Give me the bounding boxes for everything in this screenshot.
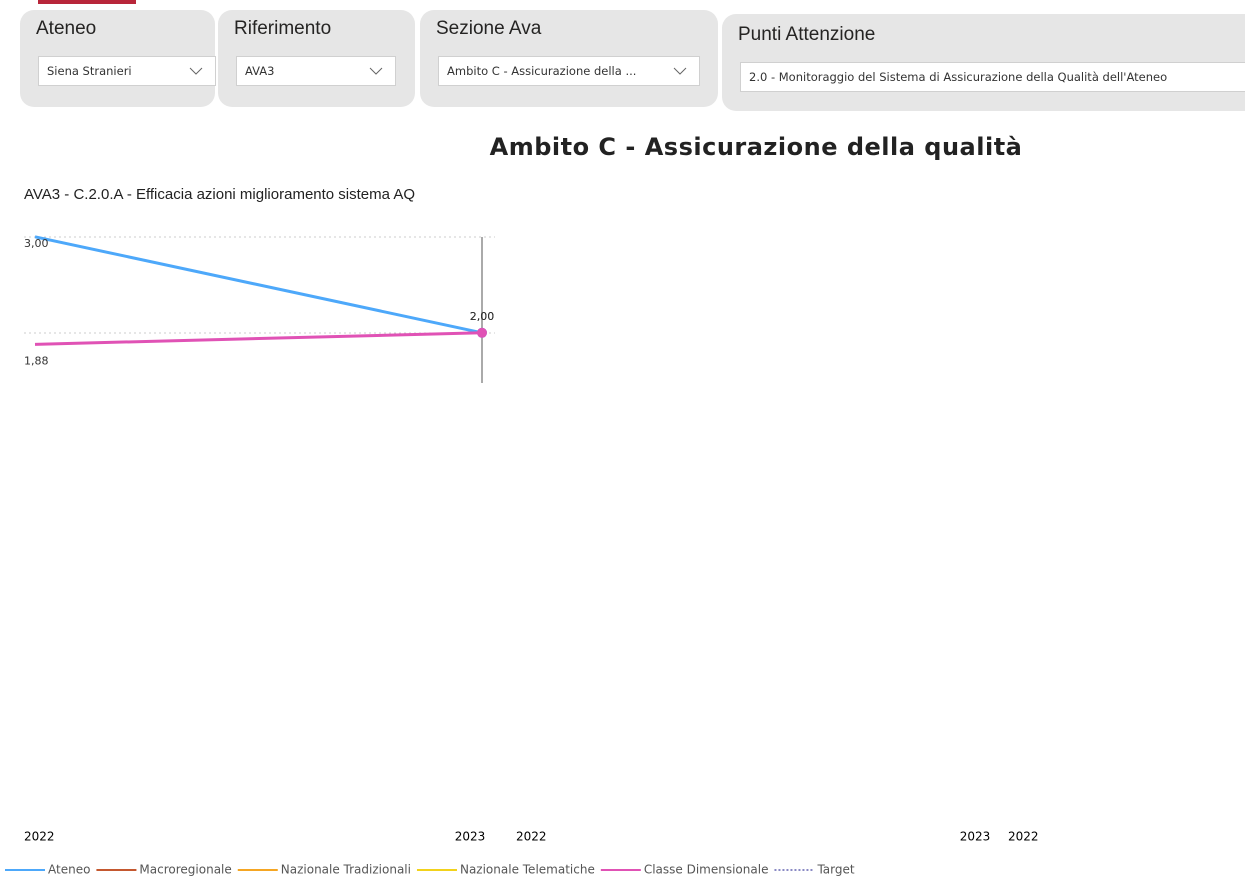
chevron [673, 67, 687, 75]
filter-panel: Sezione Ava Ambito C - Assicurazione del… [420, 10, 718, 107]
chart-title: AVA3 - C.2.0.A - Efficacia azioni miglio… [24, 186, 415, 203]
dropdown[interactable]: Ambito C - Assicurazione della ... [438, 56, 700, 86]
x-tick-label: 2023 [960, 830, 991, 844]
legend-label: Nazionale Telematiche [460, 863, 595, 877]
dropdown-value: Siena Stranieri [47, 64, 132, 78]
x-tick-label: 2023 [455, 830, 486, 844]
dropdown-value: Ambito C - Assicurazione della ... [447, 64, 637, 78]
filter-panel: Punti Attenzione 2.0 - Monitoraggio del … [722, 14, 1245, 111]
dropdown-value: AVA3 [245, 64, 275, 78]
section-heading: Ambito C - Assicurazione della qualità [489, 133, 1023, 161]
filter-label: Sezione Ava [436, 18, 542, 39]
series-line [34, 235, 483, 335]
data-label: 2,00 [470, 310, 495, 323]
x-tick-label: 2022 [1008, 830, 1039, 844]
dropdown[interactable]: 2.0 - Monitoraggio del Sistema di Assicu… [740, 62, 1245, 92]
dropdown-value: 2.0 - Monitoraggio del Sistema di Assicu… [749, 70, 1168, 84]
data-point [477, 327, 487, 338]
accent-bar [38, 0, 136, 4]
legend-label: Classe Dimensionale [644, 863, 769, 877]
data-label: 3,00 [24, 237, 49, 250]
chevron [189, 67, 203, 75]
dropdown[interactable]: Siena Stranieri [38, 56, 216, 86]
legend-label: Target [816, 863, 854, 877]
dropdown[interactable]: AVA3 [236, 56, 396, 86]
data-label: 1,88 [24, 354, 49, 367]
filter-panel: Ateneo Siena Stranieri [20, 10, 216, 107]
series-line [34, 331, 483, 346]
data-label: 2,00 [470, 310, 495, 323]
x-tick-label: 2022 [24, 830, 55, 844]
x-tick-label: 2022 [516, 830, 547, 844]
legend-label: Nazionale Tradizionali [281, 863, 411, 877]
legend-label: Ateneo [48, 863, 90, 877]
filter-panel: Riferimento AVA3 [218, 10, 415, 107]
filter-label: Punti Attenzione [738, 24, 876, 45]
filter-label: Riferimento [234, 18, 332, 39]
filter-label: Ateneo [36, 18, 97, 39]
legend-label: Macroregionale [139, 863, 231, 877]
chevron [369, 67, 383, 75]
